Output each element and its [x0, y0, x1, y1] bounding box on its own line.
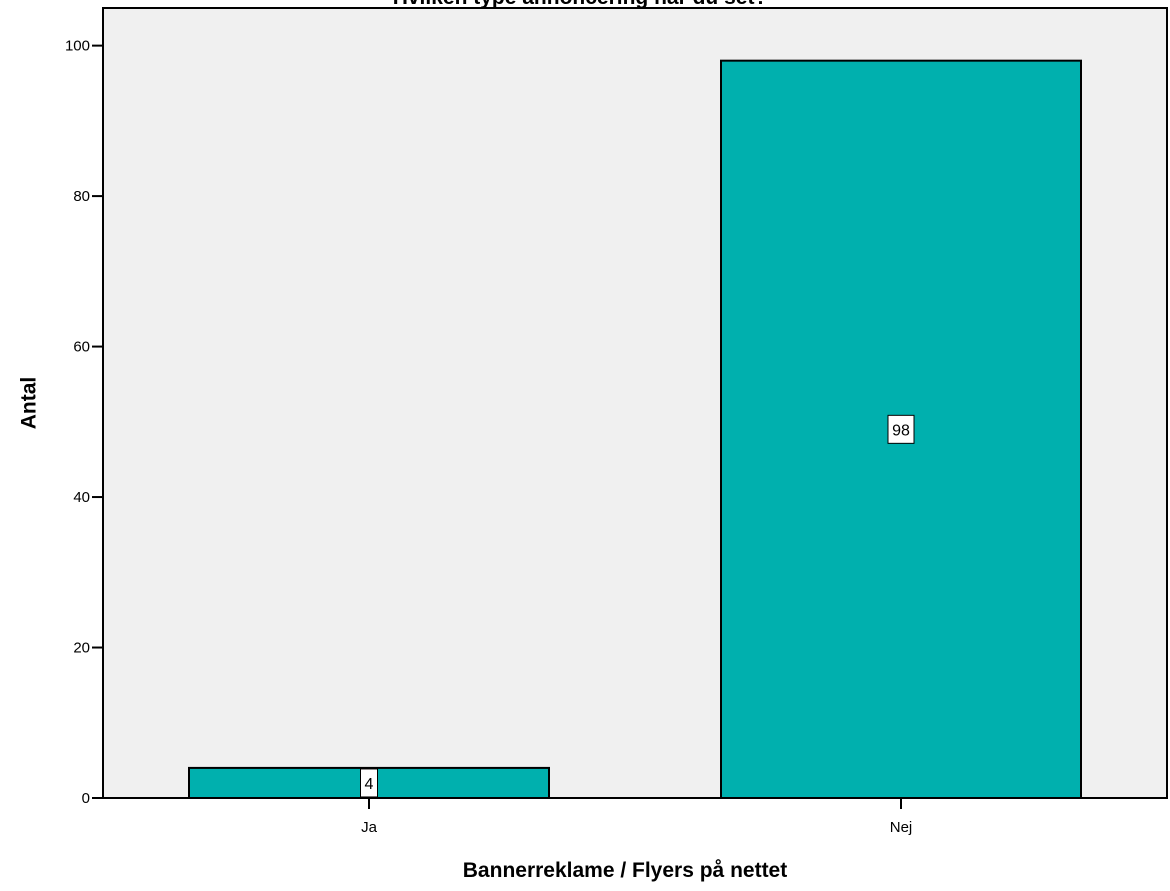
data-label-box	[887, 414, 915, 444]
x-axis-title: Bannerreklame / Flyers på nettet	[463, 859, 787, 882]
data-label: 4	[365, 776, 374, 793]
y-tick-label: 80	[73, 188, 90, 205]
data-label: 98	[892, 422, 910, 439]
x-tick-label: Nej	[890, 819, 913, 836]
chart-title: Hvilken type annoncering har du set?	[393, 0, 768, 9]
x-axis: Ja Nej	[361, 798, 912, 836]
data-labels: 4 98	[360, 414, 915, 798]
y-tick-label: 100	[65, 38, 90, 55]
y-tick-label: 0	[82, 790, 90, 807]
x-tick-label: Ja	[361, 819, 378, 836]
data-label-box	[360, 768, 378, 798]
y-tick-label: 40	[73, 489, 90, 506]
y-axis: 0 20 40 60 80 100	[65, 38, 103, 807]
y-tick-label: 60	[73, 339, 90, 356]
y-tick-label: 20	[73, 640, 90, 657]
y-axis-title: Antal	[18, 377, 41, 430]
